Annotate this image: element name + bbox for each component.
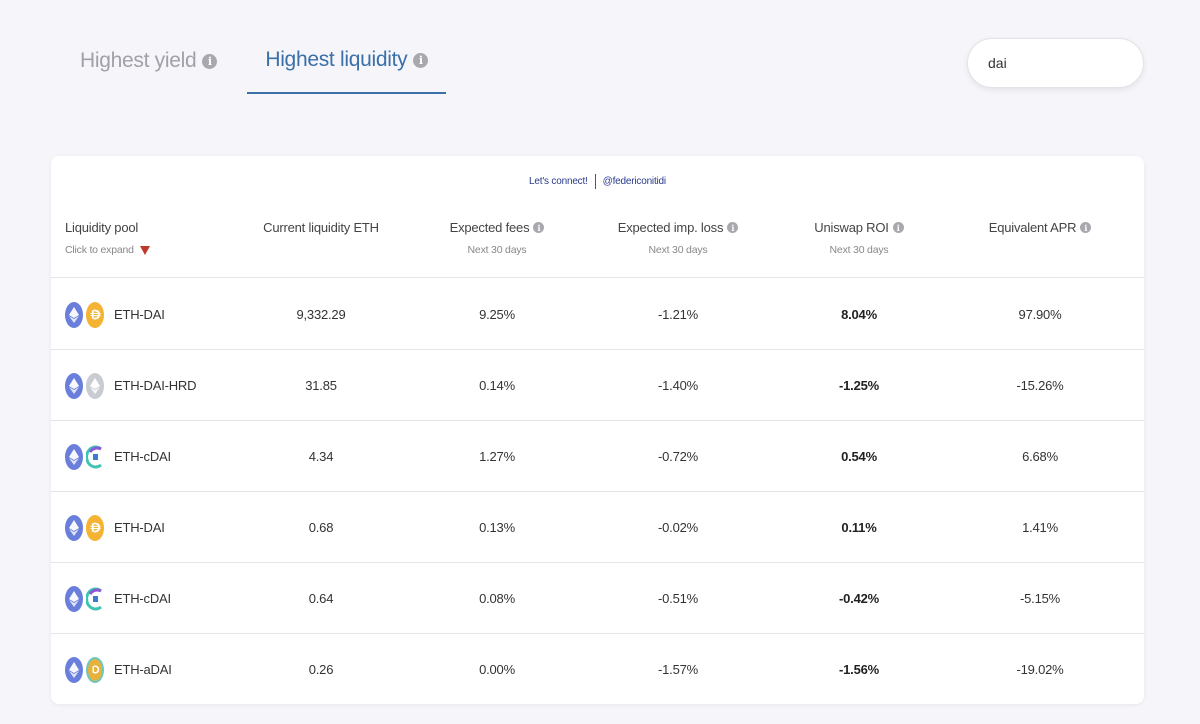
- divider: [594, 174, 596, 189]
- fees-cell: 0.08%: [479, 591, 515, 606]
- eth-icon: [65, 443, 83, 470]
- header-subtitle: Next 30 days: [648, 244, 708, 256]
- eth-icon: [65, 301, 83, 328]
- table-row[interactable]: ETH-DAI 9,332.29 9.25% -1.21% 8.04% 97.90%: [51, 279, 1144, 350]
- header-liquidity-pool[interactable]: Liquidity pool Click to expand: [65, 220, 245, 256]
- fees-cell: 0.00%: [479, 662, 515, 677]
- imp-loss-cell: -1.40%: [658, 378, 698, 393]
- eth-icon: [65, 656, 83, 683]
- header-title: Expected imp. loss: [617, 220, 724, 235]
- pool-name: ETH-DAI: [114, 520, 165, 535]
- fees-cell: 9.25%: [479, 307, 515, 322]
- table-row[interactable]: ETH-aDAI 0.26 0.00% -1.57% -1.56% -19.02%: [51, 634, 1144, 704]
- twitter-handle-link[interactable]: @federiconitidi: [602, 176, 666, 187]
- pools-table-card: Let's connect! @federiconitidi Liquidity…: [51, 156, 1144, 704]
- search-input[interactable]: [967, 38, 1144, 88]
- imp-loss-cell: -0.72%: [658, 449, 698, 464]
- info-icon[interactable]: i: [202, 53, 218, 69]
- header-expected-imp-loss[interactable]: Expected imp. loss i Next 30 days: [596, 220, 760, 256]
- table-row[interactable]: ETH-cDAI 4.34 1.27% -0.72% 0.54% 6.68%: [51, 421, 1144, 492]
- pool-cell[interactable]: ETH-aDAI: [65, 634, 172, 704]
- table-row[interactable]: ETH-DAI 0.68 0.13% -0.02% 0.11% 1.41%: [51, 492, 1144, 563]
- liquidity-cell: 4.34: [308, 449, 334, 464]
- cdai-icon: [86, 443, 104, 470]
- roi-cell: -0.42%: [839, 591, 879, 606]
- table-row[interactable]: ETH-cDAI 0.64 0.08% -0.51% -0.42% -5.15%: [51, 563, 1144, 634]
- imp-loss-cell: -1.21%: [658, 307, 698, 322]
- table-header: Liquidity pool Click to expand Current l…: [51, 216, 1144, 278]
- pool-name: ETH-DAI: [114, 307, 165, 322]
- liquidity-cell: 0.64: [308, 591, 334, 606]
- info-icon[interactable]: i: [1080, 222, 1092, 233]
- dai-icon: [86, 301, 104, 328]
- info-icon[interactable]: i: [533, 222, 545, 233]
- pool-cell[interactable]: ETH-cDAI: [65, 421, 171, 492]
- header-title: Equivalent APR: [988, 220, 1077, 235]
- apr-cell: -5.15%: [1020, 591, 1060, 606]
- pool-name: ETH-DAI-HRD: [114, 378, 197, 393]
- cdai-icon: [86, 585, 104, 612]
- apr-cell: -19.02%: [1016, 662, 1064, 677]
- header-uniswap-roi[interactable]: Uniswap ROI i Next 30 days: [779, 220, 939, 256]
- roi-cell: -1.56%: [839, 662, 879, 677]
- eth-icon: [65, 514, 83, 541]
- eth-icon: [65, 585, 83, 612]
- hrd-icon: [86, 372, 104, 399]
- dai-icon: [86, 514, 104, 541]
- tab-label: Highest liquidity: [265, 48, 408, 71]
- apr-cell: 6.68%: [1022, 449, 1058, 464]
- liquidity-cell: 31.85: [305, 378, 337, 393]
- triangle-down-icon[interactable]: [139, 245, 150, 255]
- pool-cell[interactable]: ETH-cDAI: [65, 563, 171, 634]
- liquidity-cell: 9,332.29: [296, 307, 346, 322]
- fees-cell: 0.13%: [479, 520, 515, 535]
- tab-bar: Highest yield i Highest liquidity i: [62, 38, 447, 94]
- apr-cell: 1.41%: [1022, 520, 1058, 535]
- liquidity-cell: 0.26: [308, 662, 334, 677]
- connect-link[interactable]: Let's connect!: [529, 176, 588, 187]
- info-icon[interactable]: i: [413, 52, 429, 68]
- tab-highest-liquidity[interactable]: Highest liquidity i: [247, 38, 447, 94]
- imp-loss-cell: -0.51%: [658, 591, 698, 606]
- header-title: Current liquidity ETH: [263, 220, 379, 235]
- fees-cell: 1.27%: [479, 449, 515, 464]
- apr-cell: -15.26%: [1016, 378, 1064, 393]
- header-equivalent-apr[interactable]: Equivalent APR i: [959, 220, 1121, 235]
- table-row[interactable]: ETH-DAI-HRD 31.85 0.14% -1.40% -1.25% -15.26%: [51, 350, 1144, 421]
- pool-name: ETH-cDAI: [114, 591, 171, 606]
- info-icon[interactable]: i: [727, 222, 739, 233]
- apr-cell: 97.90%: [1018, 307, 1062, 322]
- header-subtitle: Next 30 days: [467, 244, 527, 256]
- roi-cell: -1.25%: [839, 378, 879, 393]
- header-subtitle[interactable]: Click to expand: [65, 244, 245, 256]
- liquidity-cell: 0.68: [308, 520, 334, 535]
- roi-cell: 0.11%: [841, 520, 877, 535]
- roi-cell: 8.04%: [841, 307, 877, 322]
- pool-cell[interactable]: ETH-DAI-HRD: [65, 350, 196, 421]
- header-title: Uniswap ROI: [814, 220, 889, 235]
- header-current-liquidity[interactable]: Current liquidity ETH: [241, 220, 401, 235]
- header-title: Expected fees: [449, 220, 530, 235]
- eth-icon: [65, 372, 83, 399]
- click-to-expand-label: Click to expand: [65, 244, 134, 256]
- header-subtitle: Next 30 days: [829, 244, 889, 256]
- pool-cell[interactable]: ETH-DAI: [65, 492, 165, 563]
- header-title: Liquidity pool: [65, 220, 139, 235]
- connect-banner: Let's connect! @federiconitidi: [51, 174, 1144, 189]
- info-icon[interactable]: i: [892, 222, 904, 233]
- header-expected-fees[interactable]: Expected fees i Next 30 days: [416, 220, 578, 256]
- tab-highest-yield[interactable]: Highest yield i: [62, 38, 235, 94]
- pool-cell[interactable]: ETH-DAI: [65, 279, 165, 350]
- roi-cell: 0.54%: [841, 449, 877, 464]
- tab-label: Highest yield: [80, 49, 197, 72]
- imp-loss-cell: -0.02%: [658, 520, 698, 535]
- fees-cell: 0.14%: [479, 378, 515, 393]
- imp-loss-cell: -1.57%: [658, 662, 698, 677]
- pool-name: ETH-aDAI: [114, 662, 172, 677]
- pool-name: ETH-cDAI: [114, 449, 171, 464]
- adai-icon: [86, 656, 104, 683]
